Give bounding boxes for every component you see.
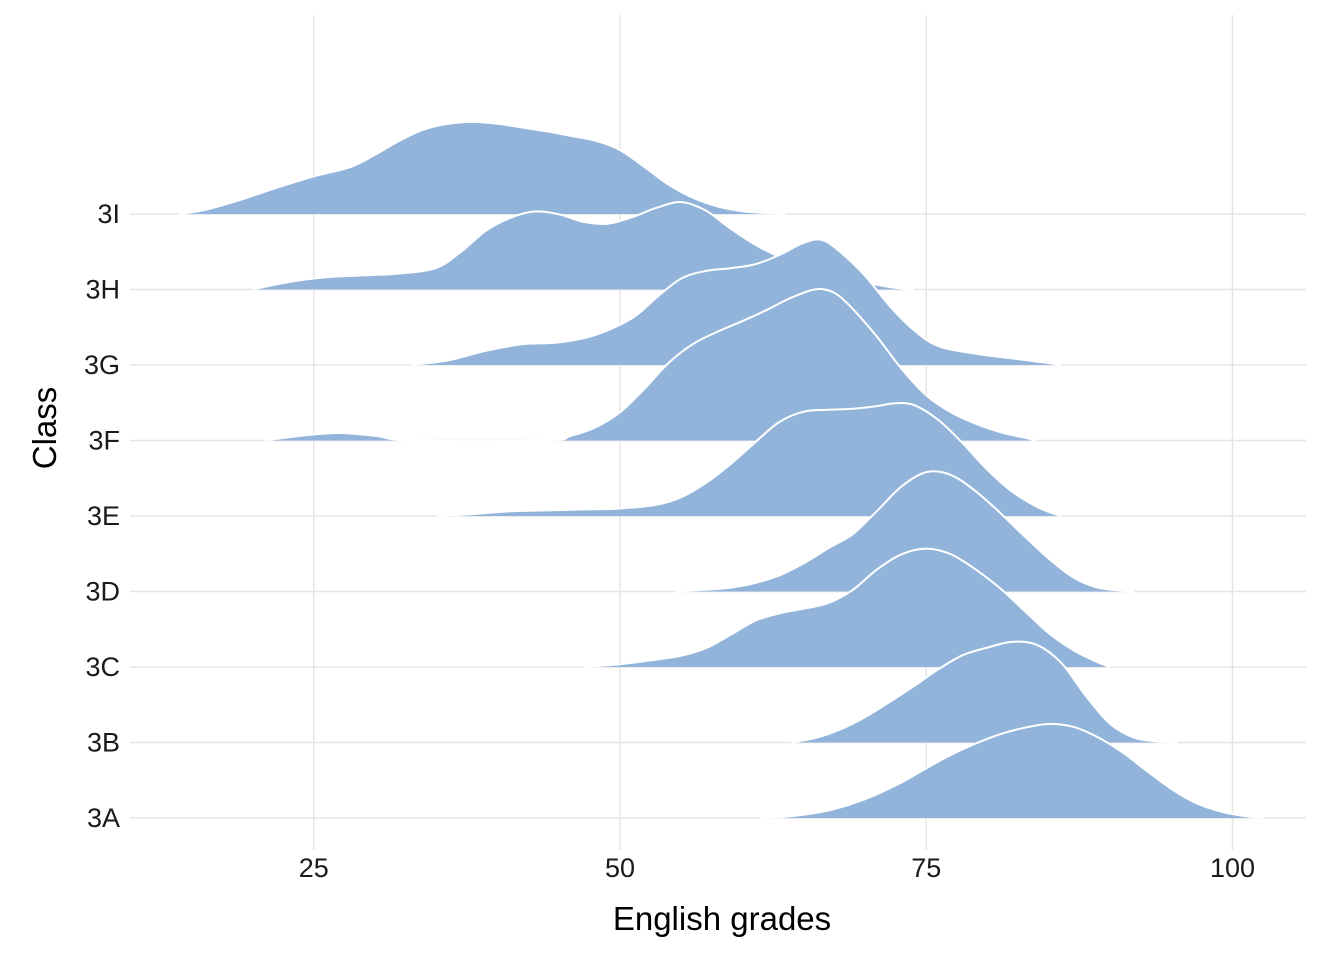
ridge-layer xyxy=(178,120,1264,819)
y-tick-label: 3I xyxy=(97,199,120,229)
ridge-area xyxy=(760,723,1264,818)
x-axis-tick-labels: 25 50 75 100 xyxy=(299,853,1255,883)
x-axis-title: English grades xyxy=(613,900,831,937)
ridge-outline xyxy=(583,547,1111,668)
ridge-area xyxy=(675,471,1135,592)
x-tick-label: 75 xyxy=(911,853,941,883)
ridge-outline xyxy=(411,238,1062,366)
ridge-3C xyxy=(583,547,1111,668)
y-tick-label: 3F xyxy=(88,426,120,456)
ridge-outline xyxy=(760,722,1264,819)
ridge-outline xyxy=(436,401,1062,517)
y-tick-label: 3G xyxy=(84,350,120,380)
y-tick-label: 3H xyxy=(85,275,120,305)
y-tick-label: 3D xyxy=(85,577,120,607)
y-tick-label: 3E xyxy=(87,501,120,531)
ridge-area xyxy=(264,288,1037,442)
x-tick-label: 50 xyxy=(605,853,635,883)
ridge-outline xyxy=(675,470,1135,593)
y-tick-label: 3B xyxy=(87,728,120,758)
y-axis-tick-labels: 3A 3B 3C 3D 3E 3F 3G 3H 3I xyxy=(84,199,120,833)
ridge-area xyxy=(179,121,786,214)
ridge-outline xyxy=(791,640,1178,744)
ridge-3F xyxy=(264,287,1037,443)
ridge-3I xyxy=(178,120,786,215)
y-tick-label: 3A xyxy=(87,803,120,833)
x-tick-label: 100 xyxy=(1210,853,1255,883)
ridge-3A xyxy=(760,722,1264,819)
ridge-3B xyxy=(791,640,1178,744)
ridge-outline xyxy=(178,120,786,215)
ridge-outline xyxy=(264,287,1037,443)
x-tick-label: 25 xyxy=(299,853,329,883)
ridge-area xyxy=(583,548,1110,667)
ridge-area xyxy=(411,239,1061,365)
ridge-3G xyxy=(411,238,1062,366)
y-tick-label: 3C xyxy=(85,652,120,682)
ridge-3D xyxy=(675,470,1135,593)
ridge-area xyxy=(791,641,1178,743)
y-axis-title: Class xyxy=(26,387,63,470)
